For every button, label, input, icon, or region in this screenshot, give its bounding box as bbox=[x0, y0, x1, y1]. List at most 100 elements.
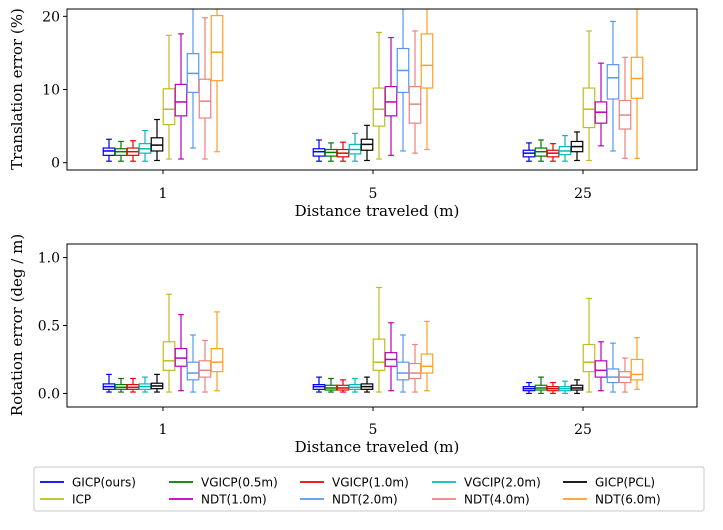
box-VGCIP(2.0m)-5 bbox=[348, 377, 362, 393]
box-VGICP(0.5m)-5 bbox=[324, 142, 338, 162]
box-iqr bbox=[582, 87, 596, 129]
box-iqr bbox=[606, 64, 620, 100]
box-ICP-25 bbox=[582, 30, 596, 162]
box-NDT(4.0m)-5 bbox=[408, 343, 422, 393]
legend: GICP(ours) VGICP(0.5m) VGICP(1.0m) VGCIP(2.… bbox=[33, 466, 705, 512]
box-VGCIP(2.0m)-25 bbox=[558, 135, 572, 162]
y-axis-label: Translation error (%) bbox=[8, 8, 26, 170]
box-GICP(PCL)-1 bbox=[150, 118, 164, 162]
x-tick-label: 25 bbox=[574, 422, 592, 438]
legend-label: VGICP(1.0m) bbox=[332, 476, 409, 490]
legend-label: VGICP(0.5m) bbox=[201, 476, 278, 490]
box-VGICP(1.0m)-1 bbox=[126, 377, 140, 393]
box-iqr bbox=[408, 362, 422, 380]
panel-rotation bbox=[63, 243, 698, 411]
legend-label: GICP(PCL) bbox=[595, 476, 655, 490]
box-GICP(ours)-5 bbox=[312, 139, 326, 162]
legend-label: NDT(4.0m) bbox=[464, 493, 530, 507]
box-ICP-1 bbox=[162, 34, 176, 160]
box-iqr bbox=[372, 87, 386, 127]
box-iqr bbox=[420, 33, 434, 89]
box-VGCIP(2.0m)-5 bbox=[348, 132, 362, 162]
box-GICP(ours)-5 bbox=[312, 376, 326, 393]
box-VGCIP(2.0m)-1 bbox=[138, 376, 152, 393]
box-NDT(2.0m)-1 bbox=[186, 9, 200, 149]
box-GICP(PCL)-25 bbox=[570, 379, 584, 395]
x-tick-label: 25 bbox=[574, 186, 592, 202]
box-NDT(2.0m)-5 bbox=[396, 9, 410, 152]
x-tick-label: 5 bbox=[369, 422, 378, 438]
box-VGICP(0.5m)-1 bbox=[114, 140, 128, 162]
box-GICP(PCL)-5 bbox=[360, 124, 374, 162]
x-axis-label: Distance traveled (m) bbox=[295, 438, 460, 456]
box-NDT(2.0m)-5 bbox=[396, 334, 410, 393]
box-GICP(ours)-25 bbox=[522, 381, 536, 395]
box-VGICP(1.0m)-25 bbox=[546, 381, 560, 395]
legend-label: NDT(6.0m) bbox=[595, 493, 661, 507]
y-tick-label: 0.5 bbox=[38, 319, 60, 335]
box-iqr bbox=[174, 83, 188, 117]
y-tick-label: 10 bbox=[42, 83, 60, 99]
box-ICP-5 bbox=[372, 31, 386, 160]
y-tick-label: 20 bbox=[42, 9, 60, 25]
box-NDT(4.0m)-1 bbox=[198, 17, 212, 160]
box-NDT(6.0m)-5 bbox=[420, 320, 434, 392]
axes-frame bbox=[66, 243, 698, 408]
box-VGICP(0.5m)-25 bbox=[534, 139, 548, 162]
x-tick-label: 1 bbox=[159, 422, 168, 438]
legend-label: ICP bbox=[72, 493, 91, 507]
box-ICP-1 bbox=[162, 293, 176, 393]
box-iqr bbox=[396, 361, 410, 381]
x-tick-label: 1 bbox=[159, 186, 168, 202]
box-VGICP(1.0m)-5 bbox=[336, 379, 350, 393]
box-iqr bbox=[420, 353, 434, 374]
box-ICP-25 bbox=[582, 297, 596, 393]
box-NDT(6.0m)-1 bbox=[210, 311, 224, 392]
boxes-group bbox=[102, 286, 644, 395]
box-iqr bbox=[594, 360, 608, 378]
box-iqr bbox=[198, 78, 212, 119]
box-NDT(6.0m)-25 bbox=[630, 9, 644, 159]
y-tick-label: 1.0 bbox=[38, 251, 60, 267]
box-VGICP(1.0m)-5 bbox=[336, 141, 350, 162]
box-NDT(4.0m)-5 bbox=[408, 30, 422, 154]
box-VGICP(0.5m)-25 bbox=[534, 376, 548, 395]
box-NDT(1.0m)-1 bbox=[174, 33, 188, 160]
box-iqr bbox=[582, 343, 596, 373]
box-iqr bbox=[198, 360, 212, 378]
box-NDT(1.0m)-5 bbox=[384, 36, 398, 156]
box-iqr bbox=[210, 347, 224, 373]
box-VGICP(0.5m)-5 bbox=[324, 377, 338, 393]
box-NDT(2.0m)-25 bbox=[606, 342, 620, 393]
box-NDT(1.0m)-5 bbox=[384, 322, 398, 392]
box-GICP(ours)-1 bbox=[102, 138, 116, 162]
box-iqr bbox=[162, 341, 176, 371]
box-GICP(PCL)-1 bbox=[150, 373, 164, 393]
box-GICP(PCL)-25 bbox=[570, 131, 584, 162]
box-NDT(1.0m)-25 bbox=[594, 62, 608, 147]
box-NDT(6.0m)-1 bbox=[210, 9, 224, 153]
box-NDT(4.0m)-25 bbox=[618, 357, 632, 393]
x-tick-label: 5 bbox=[369, 186, 378, 202]
box-NDT(4.0m)-1 bbox=[198, 339, 212, 393]
box-NDT(6.0m)-25 bbox=[630, 337, 644, 390]
box-iqr bbox=[186, 361, 200, 381]
box-VGICP(1.0m)-25 bbox=[546, 143, 560, 162]
box-VGCIP(2.0m)-25 bbox=[558, 380, 572, 395]
box-VGICP(1.0m)-1 bbox=[126, 140, 140, 162]
box-iqr bbox=[210, 14, 224, 82]
box-NDT(4.0m)-25 bbox=[618, 56, 632, 159]
legend-label: NDT(1.0m) bbox=[201, 493, 267, 507]
legend-label: GICP(ours) bbox=[72, 476, 136, 490]
legend-label: VGCIP(2.0m) bbox=[464, 476, 541, 490]
box-iqr bbox=[606, 368, 620, 384]
box-NDT(1.0m)-1 bbox=[174, 314, 188, 392]
box-iqr bbox=[162, 88, 176, 126]
y-tick-label: 0 bbox=[51, 156, 60, 172]
box-iqr bbox=[372, 338, 386, 371]
box-NDT(2.0m)-25 bbox=[606, 20, 620, 152]
box-GICP(ours)-1 bbox=[102, 373, 116, 393]
box-VGCIP(2.0m)-1 bbox=[138, 129, 152, 162]
